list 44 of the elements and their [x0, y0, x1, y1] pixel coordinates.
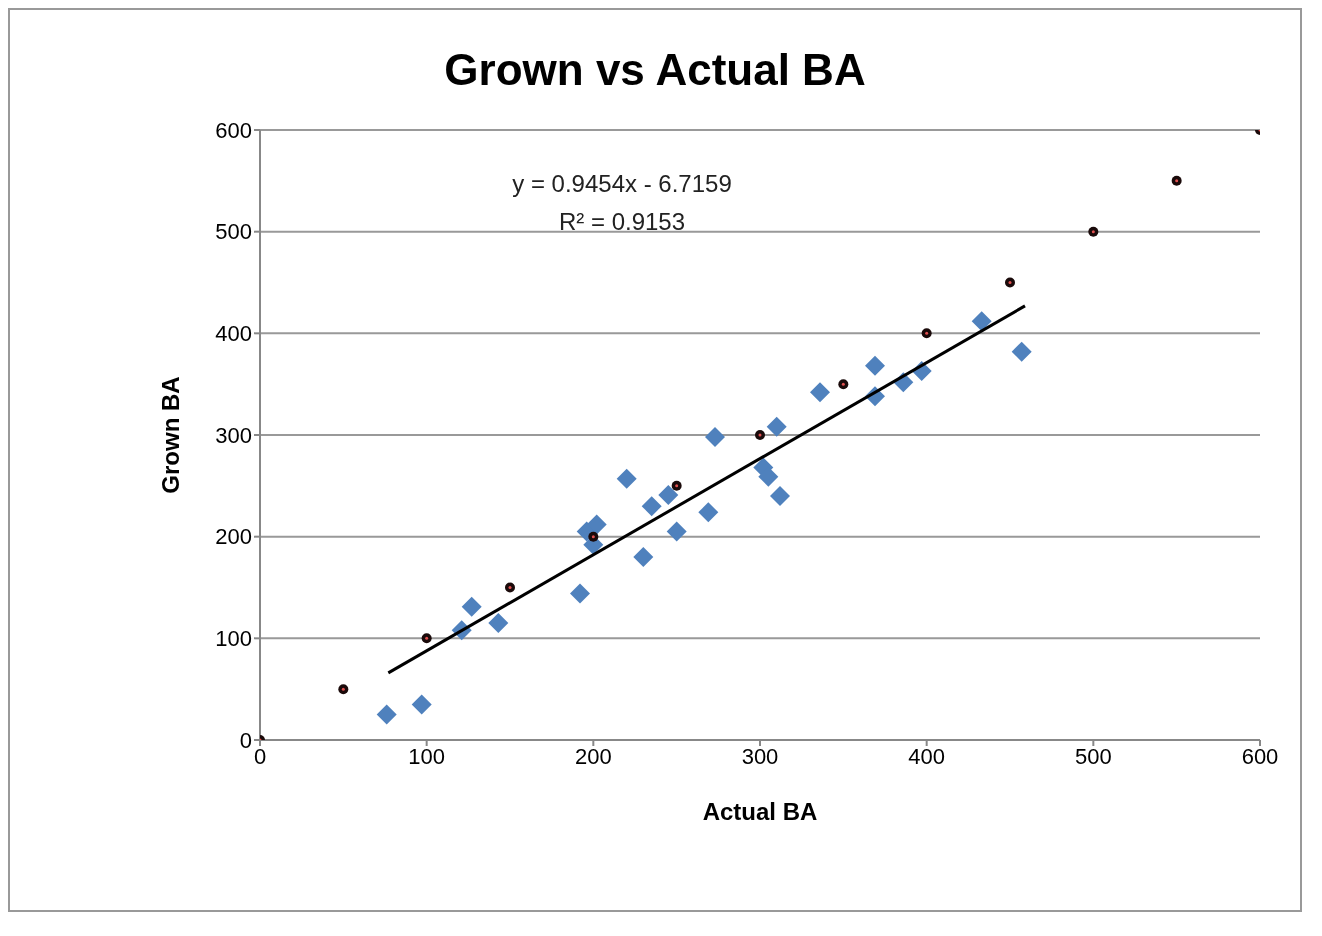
y-axis-title: Grown BA	[156, 376, 184, 494]
point	[705, 427, 725, 448]
y-tick-label: 600	[215, 117, 252, 143]
point	[411, 694, 432, 715]
x-tick-label: 500	[1074, 743, 1112, 769]
point	[658, 484, 679, 505]
point	[633, 547, 654, 567]
point	[865, 355, 885, 376]
point	[810, 382, 830, 403]
point	[570, 583, 590, 604]
point	[1011, 341, 1032, 362]
x-axis-title: Actual BA	[702, 798, 818, 825]
y-tick-label: 200	[215, 524, 252, 550]
point	[770, 486, 790, 506]
y-tick-label: 0	[239, 727, 252, 753]
point	[1005, 277, 1015, 288]
point	[838, 379, 849, 390]
point	[971, 311, 992, 332]
annotation: R² = 0.9153	[557, 208, 687, 236]
point	[505, 582, 515, 593]
point	[616, 468, 637, 489]
annotation: y = 0.9454x - 6.7159	[511, 170, 733, 198]
point	[376, 704, 397, 725]
x-tick-label: 100	[408, 743, 446, 769]
y-tick-label: 500	[215, 219, 252, 245]
y-tick-label: 400	[215, 321, 252, 347]
y-tick-label: 300	[215, 422, 252, 448]
x-tick-label: 600	[1241, 743, 1279, 769]
x-tick-label: 400	[908, 743, 946, 769]
point	[1171, 175, 1182, 186]
point	[338, 684, 349, 695]
chart-title: Grown vs Actual BA	[443, 45, 867, 95]
point	[586, 514, 607, 535]
point	[758, 466, 779, 487]
point	[666, 521, 687, 542]
point	[488, 613, 509, 634]
point	[766, 416, 787, 437]
point	[641, 496, 662, 517]
point	[671, 480, 682, 491]
point	[698, 502, 719, 523]
point	[461, 596, 482, 617]
x-tick-label: 200	[574, 743, 612, 769]
x-tick-label: 300	[741, 743, 779, 769]
y-tick-label: 100	[215, 626, 252, 652]
